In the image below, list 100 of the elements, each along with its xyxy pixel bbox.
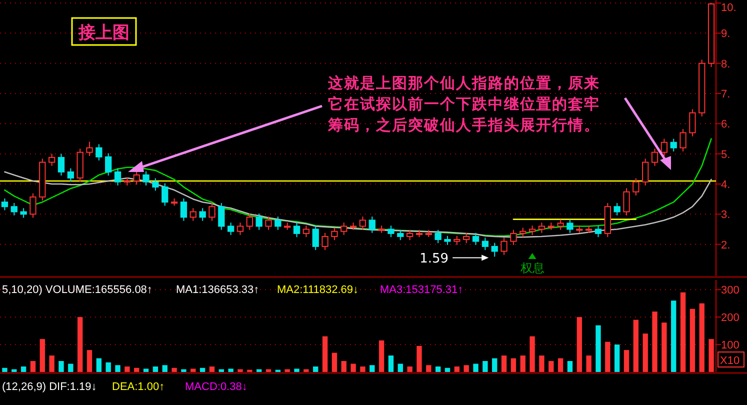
- candlestick: [444, 235, 451, 246]
- bar: [435, 366, 441, 372]
- title: 接上图: [71, 17, 137, 46]
- bar: [49, 356, 54, 372]
- annotation: MA2:111832.69↓: [277, 284, 359, 296]
- candlestick: [482, 237, 489, 251]
- candlestick: [10, 202, 18, 216]
- candlestick: [528, 225, 536, 236]
- candlestick: [227, 222, 234, 236]
- bar: [350, 364, 356, 372]
- candlestick: [614, 202, 620, 216]
- bar: [341, 361, 346, 372]
- bar: [482, 361, 488, 372]
- candlestick: [180, 198, 188, 222]
- candlestick: [236, 222, 244, 236]
- y-tick-label: 6.: [721, 118, 730, 131]
- bar: [172, 368, 177, 372]
- candlestick: [96, 144, 102, 161]
- bar: [530, 336, 535, 372]
- bar: [407, 366, 412, 372]
- candlestick: [58, 153, 65, 176]
- bar: [134, 368, 140, 372]
- annotation: MA1:136653.33↑: [176, 284, 260, 296]
- candlestick: [660, 138, 668, 156]
- bar: [96, 358, 102, 372]
- bar: [699, 303, 704, 372]
- text: (12,26,9) DIF:1.19↓: [2, 381, 97, 393]
- bar: [294, 368, 300, 372]
- y-tick-label: 7.: [721, 88, 730, 101]
- candlestick: [463, 232, 470, 244]
- bar: [162, 365, 168, 372]
- candlestick: [190, 208, 196, 222]
- bar: [190, 368, 196, 372]
- y-tick-label: 200: [721, 312, 740, 324]
- bar: [40, 339, 45, 372]
- y-tick-label: 8.: [721, 58, 730, 70]
- candlestick: [454, 235, 460, 246]
- candlestick: [48, 153, 56, 166]
- bar: [143, 368, 149, 372]
- candlestick: [368, 216, 376, 234]
- candlestick: [1, 198, 8, 211]
- candlestick: [510, 229, 517, 246]
- candlestick: [133, 170, 140, 186]
- text: DEA:1.00↑: [112, 381, 165, 393]
- bar: [520, 356, 526, 372]
- bar: [510, 358, 516, 372]
- bar: [378, 340, 384, 372]
- candlestick: [397, 229, 404, 241]
- candlestick: [20, 208, 27, 218]
- candlestick: [312, 225, 319, 251]
- y-tick-label: 300: [721, 284, 740, 297]
- candlestick: [406, 229, 414, 241]
- bar: [680, 292, 686, 372]
- candlestick: [670, 138, 677, 152]
- bar: [304, 369, 309, 372]
- bar: [473, 364, 478, 372]
- candlestick: [114, 168, 122, 186]
- annotation: 5,10,20) VOLUME:165556.08↑: [2, 284, 152, 296]
- candlestick: [594, 225, 602, 238]
- y-tick-label: 9.: [721, 28, 730, 40]
- bar: [370, 365, 375, 372]
- bar: [444, 368, 450, 372]
- bar: [539, 356, 544, 372]
- bar: [209, 366, 215, 372]
- bar: [68, 364, 74, 372]
- text: MACD:0.38↓: [185, 381, 248, 393]
- bar: [313, 366, 318, 372]
- candlestick: [142, 170, 150, 186]
- bar: [501, 356, 507, 372]
- bar: [464, 365, 469, 372]
- bar: [200, 368, 206, 372]
- bar: [576, 317, 582, 372]
- bar: [30, 361, 36, 372]
- bar: [642, 334, 648, 372]
- candlestick: [67, 168, 74, 182]
- candlestick: [472, 232, 480, 246]
- text: X10: [720, 355, 740, 367]
- annotation: 权息: [519, 261, 544, 275]
- annotation: 这就是上图那个仙人指路的位置，原来它在试探以前一个下跌中继位置的套牢筹码，之后突破仙人手指头展开行情。: [327, 74, 600, 134]
- bar: [20, 366, 26, 372]
- bar: [124, 366, 130, 372]
- candlestick: [642, 158, 649, 186]
- candlestick: [256, 213, 262, 230]
- candlestick: [274, 216, 282, 230]
- bar: [58, 361, 64, 372]
- bar: [662, 322, 667, 372]
- bar: [181, 369, 186, 372]
- bar: [77, 317, 83, 372]
- bar: [671, 300, 676, 372]
- y-tick-label: 5.: [721, 148, 730, 161]
- bar: [388, 356, 394, 372]
- bar: [106, 362, 111, 372]
- candlestick: [246, 213, 253, 230]
- candlestick: [680, 128, 686, 152]
- candlestick: [152, 178, 159, 192]
- candlestick: [340, 222, 348, 236]
- candlestick: [265, 216, 272, 230]
- candlestick: [322, 232, 328, 251]
- bar: [614, 344, 620, 372]
- bar: [360, 366, 366, 372]
